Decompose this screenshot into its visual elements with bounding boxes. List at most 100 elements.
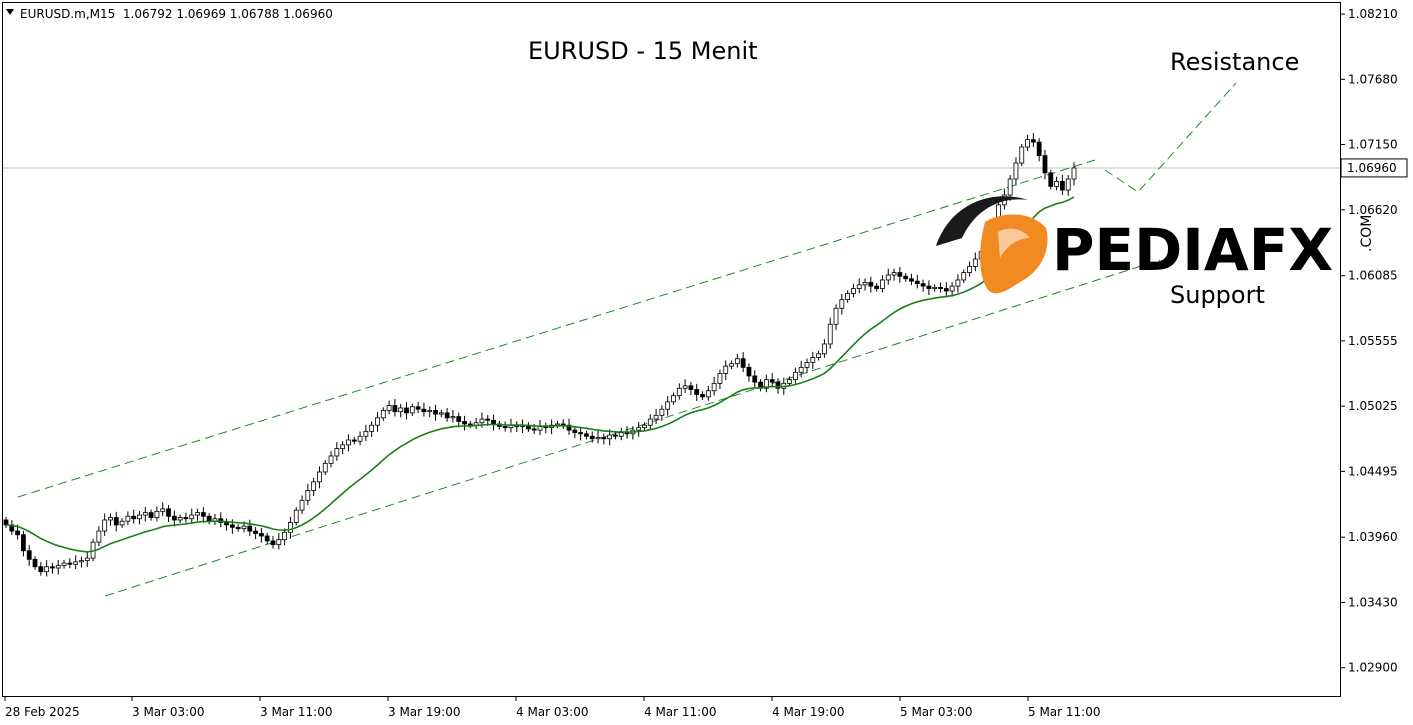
symbol-collapse-icon[interactable] bbox=[6, 9, 14, 15]
candle-body bbox=[804, 362, 810, 368]
candle-body bbox=[200, 512, 206, 517]
candle-body bbox=[15, 530, 21, 536]
candle-body bbox=[566, 424, 572, 431]
candle-body bbox=[276, 539, 282, 545]
candle-body bbox=[44, 566, 50, 573]
candle-body bbox=[926, 285, 932, 289]
candle-body bbox=[763, 379, 769, 389]
candle-body bbox=[909, 278, 914, 282]
candle-body bbox=[613, 434, 618, 437]
candle-body bbox=[119, 520, 125, 526]
candle-body bbox=[392, 405, 398, 413]
candle-body bbox=[50, 566, 55, 569]
candle-body bbox=[688, 385, 694, 390]
candle-body bbox=[740, 358, 746, 368]
candle-body bbox=[746, 366, 752, 377]
candle-body bbox=[299, 499, 305, 511]
candle-body bbox=[491, 419, 496, 425]
candle-body bbox=[258, 533, 264, 537]
candle-body bbox=[270, 540, 276, 545]
x-tick-label: 4 Mar 19:00 bbox=[772, 705, 845, 719]
candle-body bbox=[229, 524, 235, 528]
candle-body bbox=[369, 424, 375, 432]
logo-flame bbox=[980, 214, 1048, 294]
y-tick-label: 1.03430 bbox=[1348, 595, 1398, 609]
candle-body bbox=[851, 288, 856, 294]
candle-body bbox=[195, 512, 200, 516]
candle-body bbox=[340, 444, 346, 449]
candle-body bbox=[235, 526, 241, 529]
candle-body bbox=[653, 414, 659, 420]
plot-frame bbox=[2, 2, 1341, 697]
candle-body bbox=[409, 406, 415, 414]
candle-body bbox=[914, 280, 920, 285]
candle-body bbox=[891, 272, 897, 276]
candle-body bbox=[967, 266, 972, 273]
y-tick-label: 1.03960 bbox=[1348, 530, 1398, 544]
candle-body bbox=[972, 258, 978, 267]
y-tick-label: 1.05025 bbox=[1348, 399, 1398, 413]
candle-body bbox=[247, 525, 253, 532]
candle-body bbox=[642, 424, 647, 429]
logo-swoosh bbox=[936, 196, 1028, 246]
candle-body bbox=[363, 430, 369, 437]
candle-body bbox=[885, 274, 891, 281]
candle-body bbox=[346, 439, 351, 446]
channel-upper-line bbox=[17, 159, 1096, 498]
candle-body bbox=[787, 379, 792, 384]
candle-body bbox=[1048, 172, 1054, 187]
candle-body bbox=[961, 272, 967, 281]
candle-body bbox=[1019, 146, 1025, 164]
candle-body bbox=[636, 427, 642, 431]
candle-body bbox=[705, 390, 711, 398]
candle-body bbox=[334, 448, 340, 457]
candle-body bbox=[711, 382, 717, 392]
candle-body bbox=[769, 379, 775, 383]
candle-body bbox=[421, 408, 427, 413]
candle-body bbox=[433, 410, 438, 415]
x-tick-label: 28 Feb 2025 bbox=[5, 705, 80, 719]
candle-body bbox=[444, 412, 450, 419]
candle-body bbox=[700, 394, 705, 398]
y-tick-label: 1.06620 bbox=[1348, 203, 1398, 217]
x-tick-label: 5 Mar 03:00 bbox=[900, 705, 973, 719]
y-tick-label: 1.06085 bbox=[1348, 269, 1398, 283]
candle-body bbox=[456, 416, 462, 422]
candle-body bbox=[485, 418, 491, 421]
candle-body bbox=[380, 410, 386, 419]
candle-body bbox=[537, 426, 543, 431]
candle-body bbox=[183, 517, 189, 520]
x-tick-label: 3 Mar 11:00 bbox=[260, 705, 333, 719]
x-tick-label: 5 Mar 11:00 bbox=[1028, 705, 1101, 719]
symbol-info: EURUSD.m,M15 1.06792 1.06969 1.06788 1.0… bbox=[20, 7, 333, 21]
candle-body bbox=[154, 510, 160, 518]
candle-body bbox=[79, 560, 84, 563]
candle-body bbox=[438, 412, 444, 415]
candle-body bbox=[618, 432, 624, 437]
candle-body bbox=[949, 285, 955, 292]
candle-body bbox=[938, 286, 943, 289]
candle-body bbox=[1059, 181, 1065, 191]
candle-body bbox=[665, 401, 671, 410]
candle-body bbox=[38, 566, 44, 573]
current-price-label: 1.06960 bbox=[1347, 161, 1397, 175]
candle-body bbox=[113, 517, 119, 526]
candle-body bbox=[676, 387, 682, 397]
chart-title: EURUSD - 15 Menit bbox=[528, 37, 758, 65]
candle-body bbox=[137, 514, 142, 520]
candle-body bbox=[61, 562, 67, 566]
candle-body bbox=[96, 530, 102, 543]
candle-body bbox=[73, 561, 79, 565]
candle-body bbox=[502, 426, 508, 429]
candle-body bbox=[131, 515, 137, 520]
candle-body bbox=[148, 512, 154, 518]
candle-body bbox=[293, 509, 299, 523]
candle-body bbox=[160, 508, 166, 512]
logo-suffix: .COM bbox=[1359, 215, 1375, 252]
support-label: Support bbox=[1170, 281, 1265, 309]
candle-body bbox=[3, 519, 9, 526]
candle-body bbox=[572, 429, 578, 433]
candle-body bbox=[415, 406, 421, 410]
candle-body bbox=[84, 557, 90, 562]
